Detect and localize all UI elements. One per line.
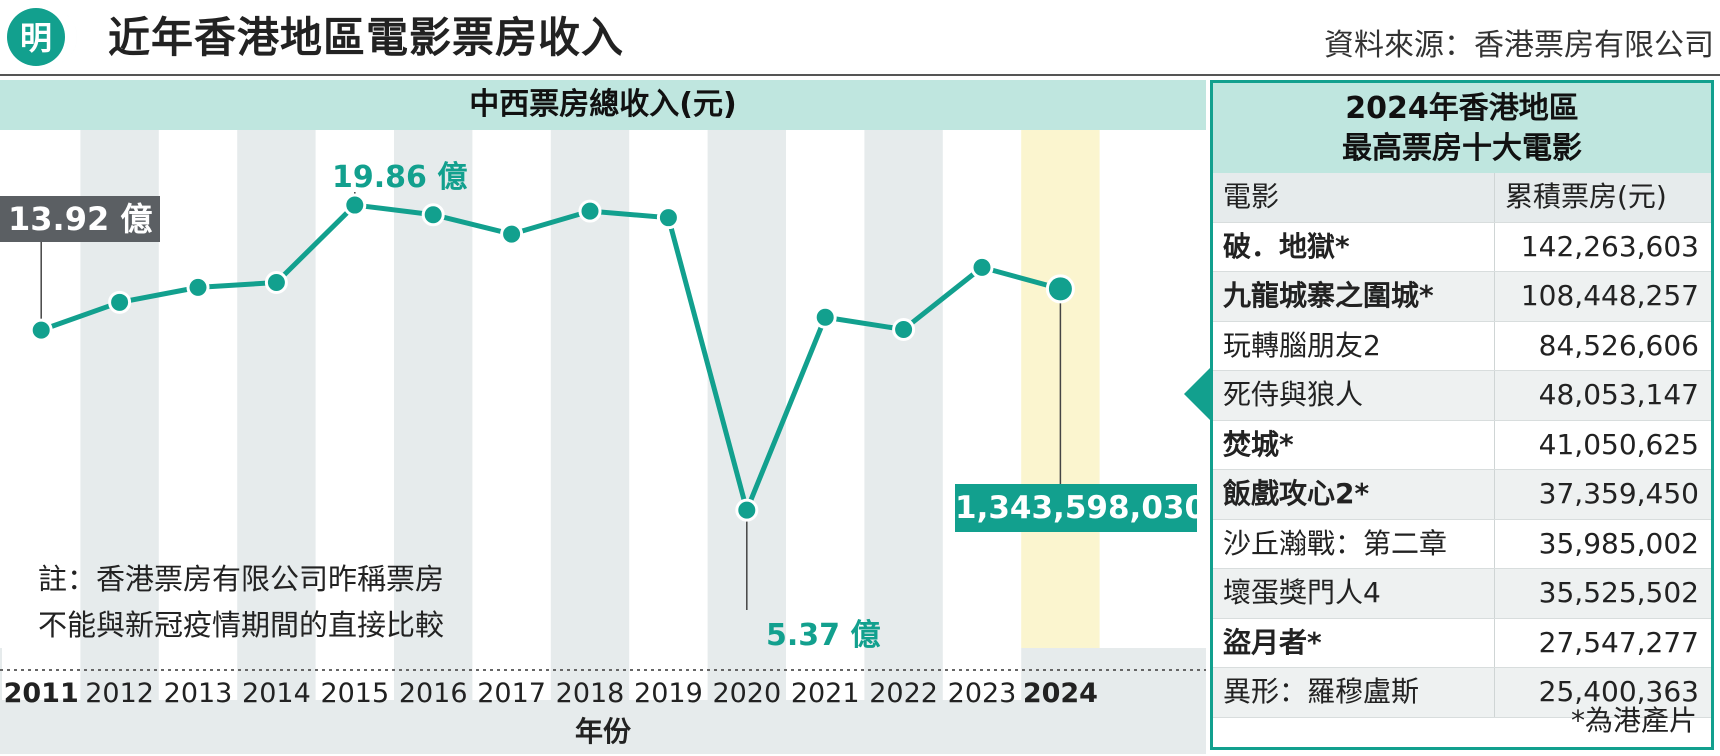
newspaper-logo: 明: [7, 7, 78, 67]
x-tick-label: 2020: [712, 678, 781, 709]
table-row: 玩轉腦朋友2 84,526,606: [1213, 321, 1711, 371]
top10-header: 電影 累積票房(元): [1213, 173, 1711, 223]
tick-cell: [786, 648, 865, 700]
x-tick-label: 2016: [399, 678, 468, 709]
box-office-value: 48,053,147: [1538, 378, 1699, 411]
top10-title-line-1: 2024年香港地區: [1345, 91, 1579, 126]
data-point: [892, 317, 916, 341]
x-tick-label: 2011: [4, 678, 79, 709]
movie-title: 九龍城寨之圍城*: [1213, 272, 1495, 321]
movie-title: 壞蛋獎門人4: [1213, 569, 1495, 618]
box-office-value: 35,985,002: [1538, 526, 1699, 560]
series-line: [40, 202, 1062, 513]
tick-cell: [315, 648, 394, 700]
movie-title: 異形：羅穆盧斯: [1213, 668, 1495, 717]
data-point: [421, 203, 445, 227]
latest-value-label: 1,343,598,030: [955, 484, 1206, 532]
table-row: 異形：羅穆盧斯 25,400,363: [1213, 668, 1711, 718]
movie-title: 飯戲攻心2*: [1213, 470, 1495, 519]
box-office-column-header: 累積票房(元): [1505, 180, 1667, 213]
data-point: [970, 255, 994, 279]
movie-title: 死侍與狼人: [1213, 371, 1495, 420]
x-tick-label: 2017: [477, 678, 546, 709]
page-title: 近年香港地區電影票房收入: [108, 13, 625, 62]
box-office-value: 35,525,502: [1538, 576, 1699, 609]
logo-character: 明: [20, 19, 52, 57]
box-office-value: 84,526,606: [1538, 328, 1699, 362]
box-office-value: 108,448,257: [1520, 279, 1699, 312]
header-divider: [0, 74, 1720, 76]
data-point: [186, 275, 210, 299]
movie-title: 沙丘瀚戰：第二章: [1213, 519, 1495, 568]
min-value-label: 5.37 億: [766, 618, 881, 653]
data-point: [29, 318, 53, 342]
data-point: [813, 305, 837, 329]
data-point: [500, 222, 524, 246]
box-office-value: 37,359,450: [1538, 477, 1699, 510]
movie-column-header: 電影: [1213, 173, 1495, 222]
top10-panel: 2024年香港地區 最高票房十大電影 電影 累積票房(元) 破．地獄* 142,2…: [1210, 80, 1714, 750]
chart-title: 中西票房總收入(元): [0, 80, 1206, 130]
tick-cell: [2, 648, 81, 700]
top10-title: 2024年香港地區 最高票房十大電影: [1213, 83, 1711, 173]
table-row: 焚城* 41,050,625: [1213, 420, 1711, 470]
tick-cell: [472, 648, 551, 700]
top10-title-line-2: 最高票房十大電影: [1342, 131, 1582, 166]
x-tick-label: 2012: [85, 678, 154, 709]
box-office-value: 41,050,625: [1538, 427, 1699, 461]
line-chart: 2011 2012 2013 2014 2015 2016 2017 2018 2019 2020…: [0, 130, 1206, 754]
data-point: [735, 498, 759, 522]
table-row: 壞蛋獎門人4 35,525,502: [1213, 569, 1711, 619]
table-row: 飯戲攻心2* 37,359,450: [1213, 470, 1711, 520]
box-office-value: 142,263,603: [1520, 229, 1699, 263]
note-line-1: 註：香港票房有限公司昨稱票房: [38, 562, 445, 596]
chart-note: 註：香港票房有限公司昨稱票房 不能與新冠疫情期間的直接比較: [38, 556, 558, 648]
movie-title: 玩轉腦朋友2: [1213, 321, 1495, 370]
movie-title: 破．地獄*: [1213, 222, 1495, 271]
data-point: [108, 290, 132, 314]
box-office-value: 25,400,363: [1538, 675, 1699, 708]
x-tick-label: 2018: [556, 678, 625, 709]
x-axis-label: 年份: [574, 715, 631, 748]
tick-cell: [629, 648, 708, 700]
tick-cell: [942, 648, 1022, 700]
box-office-value: 27,547,277: [1538, 625, 1699, 659]
movie-title: 盜月者*: [1213, 618, 1495, 667]
first-value-label: 13.92 億: [0, 196, 161, 242]
x-tick-label: 2024: [1023, 678, 1098, 709]
data-point: [343, 193, 367, 217]
x-tick-label: 2015: [320, 678, 389, 709]
data-point: [578, 199, 602, 223]
data-point: [264, 271, 288, 295]
top10-footnote: *為港產片: [1570, 704, 1697, 737]
x-tick-label: 2021: [791, 678, 860, 709]
table-row: 死侍與狼人 48,053,147: [1213, 371, 1711, 421]
note-line-2: 不能與新冠疫情期間的直接比較: [38, 608, 445, 642]
tick-cell: [158, 648, 238, 700]
x-tick-label: 2013: [164, 678, 233, 709]
data-point: [656, 206, 680, 230]
panel-pointer: [1184, 368, 1210, 420]
movie-title: 焚城*: [1213, 420, 1495, 469]
data-point: [1045, 274, 1075, 304]
data-source: 資料來源：香港票房有限公司: [1324, 28, 1714, 63]
table-row: 盜月者* 27,547,277: [1213, 618, 1711, 668]
x-tick-label: 2019: [634, 678, 703, 709]
x-tick-label: 2023: [948, 678, 1017, 709]
table-row: 沙丘瀚戰：第二章 35,985,002: [1213, 519, 1711, 569]
table-row: 九龍城寨之圍城* 108,448,257: [1213, 272, 1711, 322]
table-row: 破．地獄* 142,263,603: [1213, 222, 1711, 272]
max-value-label: 19.86 億: [332, 160, 468, 195]
x-tick-label: 2014: [242, 678, 311, 709]
x-tick-label: 2022: [869, 678, 938, 709]
